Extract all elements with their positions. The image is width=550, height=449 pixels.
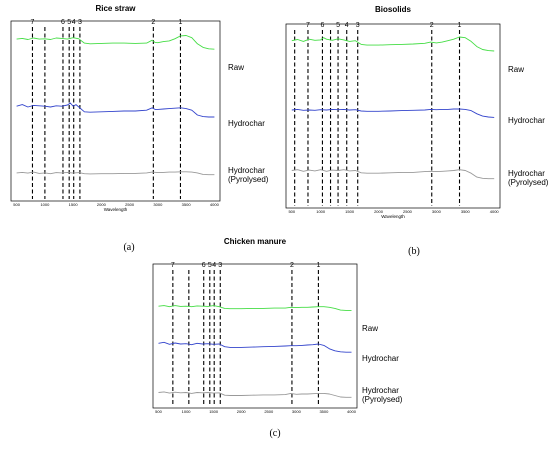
chart-title: Biosolids — [375, 5, 412, 14]
series-line-3 — [16, 171, 215, 176]
peak-label-2: 2 — [290, 262, 294, 269]
peak-label-1: 1 — [316, 262, 320, 269]
peak-label-1: 1 — [179, 19, 183, 26]
series-line-1 — [291, 36, 495, 52]
peak-label-7: 7 — [306, 22, 310, 29]
series-line-2 — [158, 341, 352, 353]
peak-label-5: 5 — [208, 262, 212, 269]
peak-label-4: 4 — [212, 262, 216, 269]
peak-label-2: 2 — [430, 22, 434, 29]
x-tick-label: 3000 — [432, 209, 442, 214]
plot-frame — [152, 263, 358, 409]
x-tick-label: 1000 — [182, 409, 192, 414]
x-tick-label: 3500 — [461, 209, 471, 214]
x-axis-label: Wavelength — [381, 214, 405, 219]
x-tick-label: 3000 — [153, 202, 163, 207]
x-tick-label: 1500 — [209, 409, 219, 414]
x-tick-label: 4000 — [347, 409, 357, 414]
x-tick-label: 1500 — [345, 209, 355, 214]
x-tick-label: 2000 — [97, 202, 107, 207]
x-tick-label: 2500 — [264, 409, 274, 414]
x-tick-label: 3500 — [319, 409, 329, 414]
peak-label-4: 4 — [345, 22, 349, 29]
series-line-1 — [16, 35, 215, 50]
series-line-3 — [158, 391, 352, 398]
x-tick-label: 2500 — [125, 202, 135, 207]
series-line-2 — [16, 102, 215, 118]
series-label-2: Hydrochar — [362, 354, 399, 363]
peak-label-3: 3 — [356, 22, 360, 29]
peak-label-7: 7 — [31, 19, 35, 26]
chart-title: Rice straw — [95, 4, 136, 13]
x-tick-label: 500 — [13, 202, 20, 207]
x-tick-label: 4000 — [490, 209, 500, 214]
x-tick-label: 1000 — [316, 209, 326, 214]
series-label-1: Raw — [228, 63, 244, 72]
series-label-1: Raw — [362, 324, 378, 333]
peak-label-4: 4 — [72, 19, 76, 26]
x-tick-label: 2000 — [237, 409, 247, 414]
x-tick-label: 2000 — [374, 209, 384, 214]
series-line-1 — [158, 305, 352, 311]
peak-label-6: 6 — [320, 22, 324, 29]
x-tick-label: 2500 — [403, 209, 413, 214]
series-label-1: Raw — [508, 65, 524, 74]
panel-label: (c) — [269, 428, 280, 439]
chart-panel-2: Biosolids 1 2 345 6 7 Raw Hydrochar Hydrochar (Py… — [285, 5, 549, 257]
peak-label-5: 5 — [67, 19, 71, 26]
plot-frame — [10, 20, 221, 202]
peak-label-3: 3 — [218, 262, 222, 269]
peak-label-6: 6 — [61, 19, 65, 26]
series-label-2: Hydrochar — [508, 116, 545, 125]
x-tick-label: 1500 — [69, 202, 79, 207]
peak-label-7: 7 — [171, 262, 175, 269]
x-tick-label: 1000 — [40, 202, 50, 207]
peak-label-1: 1 — [458, 22, 462, 29]
series-label-3: Hydrochar (Pyrolysed) — [228, 166, 269, 184]
plot-frame — [285, 23, 501, 209]
x-axis-label: Wavelength — [104, 207, 128, 212]
x-tick-label: 500 — [288, 209, 295, 214]
x-tick-label: 3000 — [292, 409, 302, 414]
x-tick-label: 3500 — [182, 202, 192, 207]
x-tick-label: 4000 — [210, 202, 220, 207]
series-line-2 — [291, 108, 495, 118]
series-line-3 — [291, 169, 495, 180]
panel-label: (b) — [408, 246, 420, 257]
chart-title: Chicken manure — [224, 237, 287, 246]
series-label-3: Hydrochar (Pyrolysed) — [508, 169, 549, 187]
x-tick-label: 500 — [155, 409, 162, 414]
peak-label-5: 5 — [336, 22, 340, 29]
panel-label: (a) — [123, 242, 134, 253]
peak-label-2: 2 — [151, 19, 155, 26]
peak-label-3: 3 — [78, 19, 82, 26]
peak-label-6: 6 — [202, 262, 206, 269]
series-label-2: Hydrochar — [228, 119, 265, 128]
series-label-3: Hydrochar (Pyrolysed) — [362, 386, 403, 404]
